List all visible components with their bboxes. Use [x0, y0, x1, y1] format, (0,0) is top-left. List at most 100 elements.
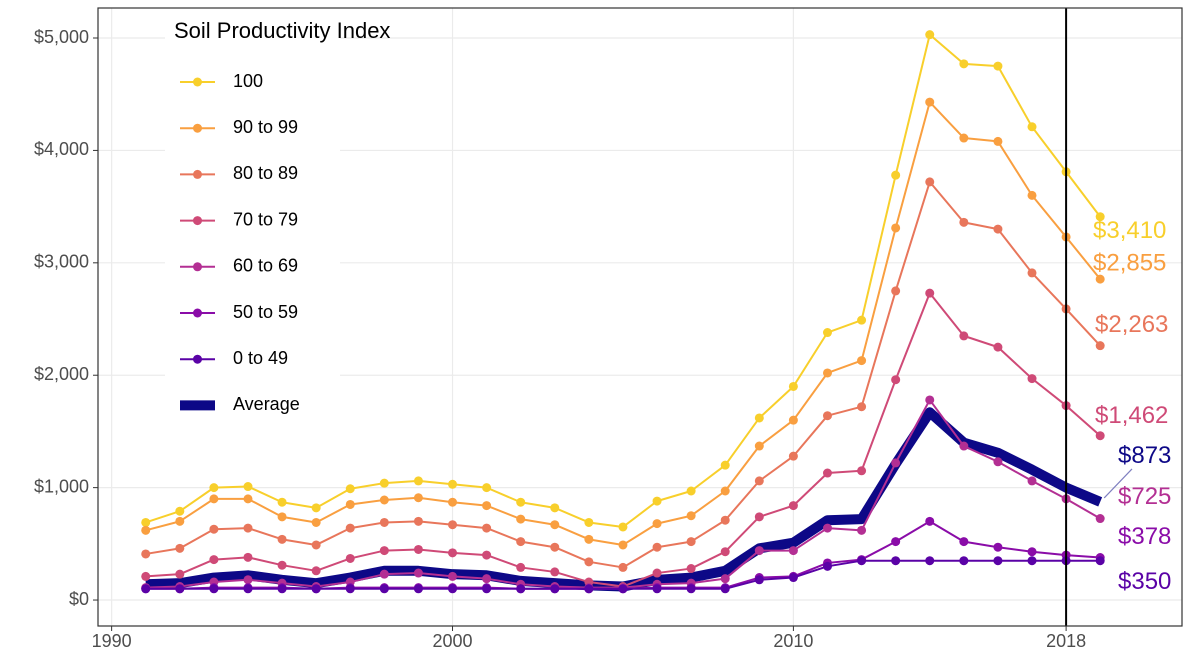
data-point: [243, 482, 253, 492]
data-point: [686, 564, 696, 574]
data-point: [516, 562, 526, 572]
x-tick-label: 2000: [432, 631, 472, 651]
data-point: [754, 476, 764, 486]
legend-point: [193, 123, 202, 133]
data-point: [448, 548, 458, 558]
data-point: [925, 30, 935, 40]
legend-point: [193, 77, 202, 87]
data-point: [277, 512, 287, 522]
data-point: [959, 441, 969, 451]
data-point: [141, 549, 151, 559]
data-point: [857, 402, 867, 412]
data-point: [209, 555, 219, 565]
data-point: [1095, 556, 1105, 566]
end-label: $350: [1118, 568, 1171, 595]
data-point: [891, 286, 901, 296]
legend-label: 0 to 49: [233, 348, 288, 368]
x-tick-label: 1990: [92, 631, 132, 651]
data-point: [959, 331, 969, 341]
data-point: [209, 584, 219, 594]
data-point: [277, 497, 287, 507]
data-point: [788, 451, 798, 461]
data-point: [720, 574, 730, 584]
data-point: [788, 573, 798, 583]
data-point: [857, 315, 867, 325]
data-point: [857, 556, 867, 566]
end-label: $873: [1118, 442, 1171, 469]
data-point: [686, 511, 696, 521]
data-point: [175, 516, 185, 526]
data-point: [754, 575, 764, 585]
data-point: [993, 342, 1003, 352]
data-point: [891, 556, 901, 566]
data-point: [482, 574, 492, 584]
end-label: $725: [1118, 483, 1171, 510]
y-tick-label: $3,000: [34, 252, 89, 272]
data-point: [788, 501, 798, 511]
data-point: [925, 516, 935, 526]
data-point: [175, 569, 185, 579]
data-point: [925, 395, 935, 405]
data-point: [345, 484, 355, 494]
data-point: [379, 546, 389, 556]
data-point: [993, 224, 1003, 234]
data-point: [959, 537, 969, 547]
data-point: [277, 534, 287, 544]
data-point: [720, 460, 730, 470]
data-point: [993, 61, 1003, 71]
data-point: [822, 468, 832, 478]
data-point: [618, 562, 628, 572]
data-point: [959, 59, 969, 69]
data-point: [822, 368, 832, 378]
data-point: [413, 476, 423, 486]
data-point: [243, 575, 253, 585]
data-point: [652, 568, 662, 578]
y-tick-label: $0: [69, 589, 89, 609]
legend-label: 90 to 99: [233, 117, 298, 137]
data-point: [311, 566, 321, 576]
data-point: [379, 478, 389, 488]
data-point: [141, 525, 151, 535]
data-point: [584, 534, 594, 544]
data-point: [516, 537, 526, 547]
data-point: [754, 546, 764, 556]
data-point: [175, 584, 185, 594]
data-point: [482, 550, 492, 560]
data-point: [822, 328, 832, 338]
data-point: [1095, 431, 1105, 441]
data-point: [448, 479, 458, 489]
data-point: [891, 458, 901, 468]
data-point: [584, 557, 594, 567]
y-tick-label: $4,000: [34, 139, 89, 159]
legend-label: 50 to 59: [233, 302, 298, 322]
data-point: [482, 523, 492, 533]
data-point: [1027, 374, 1037, 384]
data-point: [993, 556, 1003, 566]
data-point: [550, 542, 560, 552]
data-point: [345, 553, 355, 563]
data-point: [141, 584, 151, 594]
data-point: [550, 503, 560, 513]
data-point: [652, 584, 662, 594]
data-point: [379, 569, 389, 579]
data-point: [448, 497, 458, 507]
end-label: $3,410: [1093, 217, 1166, 244]
data-point: [413, 493, 423, 503]
end-label: $378: [1118, 523, 1171, 550]
data-point: [1027, 122, 1037, 132]
data-point: [857, 356, 867, 366]
data-point: [1027, 268, 1037, 278]
data-point: [788, 546, 798, 556]
data-point: [686, 584, 696, 594]
data-point: [720, 584, 730, 594]
data-point: [413, 584, 423, 594]
data-point: [175, 506, 185, 516]
data-point: [686, 537, 696, 547]
y-tick-label: $2,000: [34, 364, 89, 384]
data-point: [1027, 190, 1037, 200]
legend-point: [193, 216, 202, 226]
data-point: [891, 170, 901, 180]
data-point: [857, 466, 867, 476]
end-label: $1,462: [1095, 402, 1168, 429]
